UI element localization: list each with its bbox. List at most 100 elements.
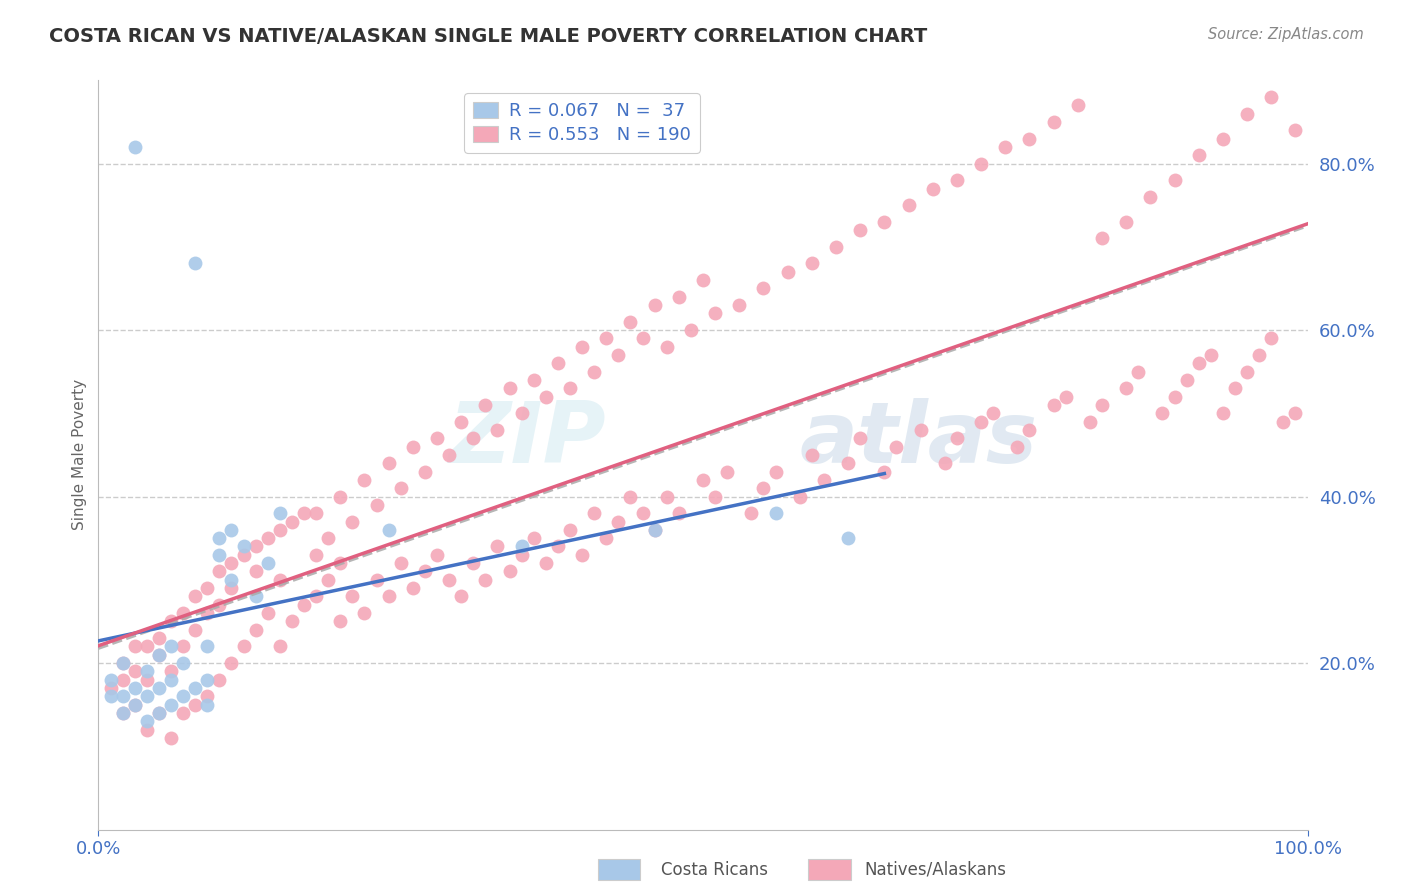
- Point: [1018, 423, 1040, 437]
- Point: [474, 398, 496, 412]
- Point: [776, 265, 799, 279]
- Point: [221, 581, 243, 595]
- Point: [329, 556, 352, 570]
- Text: COSTA RICAN VS NATIVE/ALASKAN SINGLE MALE POVERTY CORRELATION CHART: COSTA RICAN VS NATIVE/ALASKAN SINGLE MAL…: [49, 27, 928, 45]
- Point: [135, 714, 157, 729]
- Point: [111, 706, 134, 720]
- Point: [221, 656, 243, 670]
- Point: [534, 556, 557, 570]
- Point: [195, 673, 218, 687]
- Point: [1007, 440, 1029, 454]
- Point: [1260, 90, 1282, 104]
- Point: [752, 281, 775, 295]
- Point: [728, 298, 751, 312]
- Point: [195, 698, 218, 712]
- Point: [558, 523, 581, 537]
- Point: [1042, 398, 1064, 412]
- Point: [837, 456, 859, 470]
- Point: [184, 698, 207, 712]
- Point: [160, 665, 183, 679]
- Point: [377, 456, 399, 470]
- Point: [970, 156, 993, 170]
- Point: [994, 140, 1017, 154]
- Point: [583, 365, 606, 379]
- Point: [208, 565, 231, 579]
- Point: [644, 298, 666, 312]
- Point: [463, 431, 485, 445]
- Point: [1212, 131, 1234, 145]
- Y-axis label: Single Male Poverty: Single Male Poverty: [72, 379, 87, 531]
- Point: [1199, 348, 1222, 362]
- Point: [619, 490, 641, 504]
- Point: [160, 640, 183, 654]
- Point: [474, 573, 496, 587]
- Point: [631, 331, 654, 345]
- Point: [970, 415, 993, 429]
- Point: [172, 656, 194, 670]
- Point: [245, 623, 267, 637]
- Point: [825, 240, 848, 254]
- Point: [342, 590, 364, 604]
- Point: [172, 706, 194, 720]
- Point: [135, 723, 157, 737]
- Point: [523, 373, 546, 387]
- Point: [160, 731, 183, 745]
- Point: [558, 381, 581, 395]
- Point: [437, 573, 460, 587]
- Point: [571, 548, 593, 562]
- Point: [1067, 98, 1090, 112]
- Point: [547, 356, 569, 370]
- Point: [172, 690, 194, 704]
- Point: [292, 598, 315, 612]
- Point: [195, 606, 218, 620]
- Point: [910, 423, 932, 437]
- Point: [148, 681, 170, 695]
- Legend: R = 0.067   N =  37, R = 0.553   N = 190: R = 0.067 N = 37, R = 0.553 N = 190: [464, 93, 700, 153]
- Point: [1212, 406, 1234, 420]
- Point: [111, 673, 134, 687]
- Point: [655, 340, 678, 354]
- Point: [644, 523, 666, 537]
- Point: [679, 323, 702, 337]
- Point: [316, 573, 339, 587]
- Point: [195, 640, 218, 654]
- Point: [184, 623, 207, 637]
- Point: [789, 490, 811, 504]
- Point: [232, 548, 254, 562]
- Point: [172, 606, 194, 620]
- Point: [631, 506, 654, 520]
- Point: [921, 181, 943, 195]
- Point: [256, 556, 278, 570]
- Point: [498, 565, 520, 579]
- Point: [463, 556, 485, 570]
- Point: [135, 673, 157, 687]
- Point: [607, 515, 630, 529]
- Point: [269, 506, 291, 520]
- Point: [644, 523, 666, 537]
- Point: [305, 590, 328, 604]
- Point: [389, 556, 412, 570]
- Point: [111, 706, 134, 720]
- Point: [269, 640, 291, 654]
- Point: [353, 473, 375, 487]
- Point: [486, 540, 509, 554]
- Point: [692, 273, 714, 287]
- Text: atlas: atlas: [800, 399, 1038, 482]
- Point: [800, 256, 823, 270]
- Point: [934, 456, 956, 470]
- Point: [305, 548, 328, 562]
- Point: [534, 390, 557, 404]
- Point: [510, 540, 533, 554]
- Point: [305, 506, 328, 520]
- Point: [1152, 406, 1174, 420]
- Point: [221, 556, 243, 570]
- Point: [124, 640, 146, 654]
- Point: [160, 698, 183, 712]
- Point: [135, 640, 157, 654]
- Point: [329, 615, 352, 629]
- Point: [1188, 356, 1211, 370]
- Point: [329, 490, 352, 504]
- Point: [486, 423, 509, 437]
- Point: [292, 506, 315, 520]
- Point: [740, 506, 762, 520]
